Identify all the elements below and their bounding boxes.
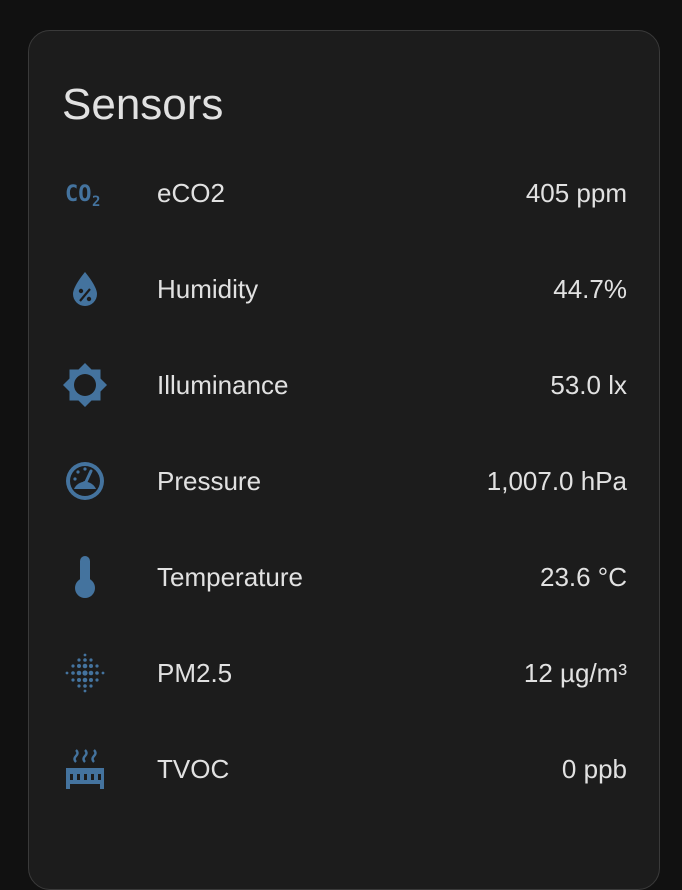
water-percent-icon xyxy=(57,261,113,317)
svg-text:2: 2 xyxy=(92,194,100,207)
brightness-icon xyxy=(57,357,113,413)
sensor-list: CO 2 eCO2 405 ppm Humidity 44.7% xyxy=(29,145,659,817)
sensor-row-illuminance[interactable]: Illuminance 53.0 lx xyxy=(29,337,659,433)
sensor-row-temperature[interactable]: Temperature 23.6 °C xyxy=(29,529,659,625)
sensor-row-pressure[interactable]: Pressure 1,007.0 hPa xyxy=(29,433,659,529)
sensor-value: 405 ppm xyxy=(525,177,627,208)
dots-particles-icon xyxy=(57,645,113,701)
sensor-value: 12 µg/m³ xyxy=(523,657,627,688)
sensor-row-humidity[interactable]: Humidity 44.7% xyxy=(29,241,659,337)
radiator-icon xyxy=(57,741,113,797)
sensor-value: 44.7% xyxy=(553,273,627,304)
sensor-value: 23.6 °C xyxy=(539,561,627,592)
sensor-value: 53.0 lx xyxy=(550,369,627,400)
svg-text:CO: CO xyxy=(65,182,92,207)
sensor-label: eCO2 xyxy=(157,177,225,208)
sensor-value: 1,007.0 hPa xyxy=(486,465,627,496)
sensors-card: Sensors CO 2 eCO2 405 ppm xyxy=(28,30,660,890)
sensor-label: PM2.5 xyxy=(157,657,233,688)
thermometer-icon xyxy=(57,549,113,605)
co2-icon: CO 2 xyxy=(57,165,113,221)
card-title: Sensors xyxy=(62,80,224,129)
sensor-label: TVOC xyxy=(157,753,230,784)
sensor-label: Pressure xyxy=(157,465,262,496)
gauge-icon xyxy=(57,453,113,509)
sensor-label: Temperature xyxy=(157,561,303,592)
sensor-row-tvoc[interactable]: TVOC 0 ppb xyxy=(29,721,659,817)
sensor-value: 0 ppb xyxy=(561,753,627,784)
sensor-label: Humidity xyxy=(157,273,259,304)
sensor-row-eco2[interactable]: CO 2 eCO2 405 ppm xyxy=(29,145,659,241)
sensor-row-pm25[interactable]: PM2.5 12 µg/m³ xyxy=(29,625,659,721)
sensor-label: Illuminance xyxy=(157,369,289,400)
